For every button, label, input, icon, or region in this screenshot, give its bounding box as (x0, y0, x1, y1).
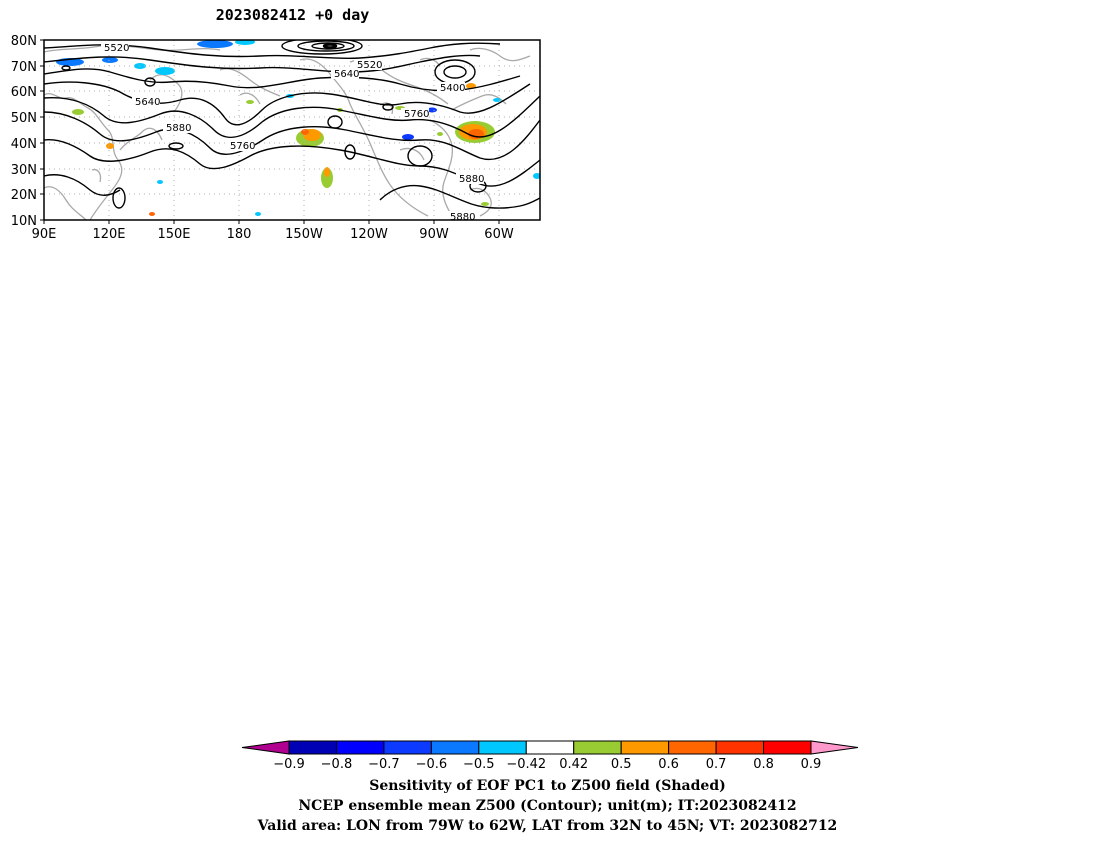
lon-tick-label: 180 (227, 227, 252, 242)
colorbar-tick-label: −0.5 (463, 757, 495, 772)
contour-label: 5760 (230, 141, 255, 152)
negative-sensitivity-patches (56, 40, 540, 216)
lon-tick-label: 150E (157, 227, 190, 242)
lon-tick-label: 120W (350, 227, 388, 242)
positive-sensitivity-patches (72, 83, 495, 216)
colorbar-box (668, 740, 717, 755)
map-frame (43, 39, 541, 221)
colorbar-boxes (241, 740, 859, 755)
colorbar-tick-label: 0.5 (611, 757, 632, 772)
latitude-axis: 80N 70N 60N 50N 40N 30N 20N 10N (11, 34, 37, 229)
lat-tick-label: 20N (11, 188, 37, 203)
colorbar-tick-label: 0.9 (801, 757, 822, 772)
colorbar-tick-label: −0.42 (506, 757, 546, 772)
contour-label: 5640 (334, 69, 359, 80)
contour-label: 5880 (166, 123, 191, 134)
colorbar-box (620, 740, 670, 755)
colorbar-box (525, 740, 575, 755)
colorbar-tick-labels: −0.9 −0.8 −0.7 −0.6 −0.5 −0.42 0.42 0.5 0.6 0.7 0.… (273, 757, 821, 772)
lat-tick-label: 40N (11, 137, 37, 152)
colorbar-tick-label: −0.7 (368, 757, 400, 772)
lon-tick-label: 120E (92, 227, 125, 242)
colorbar-box (335, 740, 385, 755)
lat-tick-label: 60N (11, 85, 37, 100)
colorbar-tick-label: 0.8 (753, 757, 774, 772)
colorbar-box (715, 740, 765, 755)
colorbar-tick-label: −0.8 (321, 757, 353, 772)
lon-tick-label: 90E (32, 227, 57, 242)
contour-label: 5880 (450, 212, 475, 223)
axis-ticks (40, 39, 500, 224)
lon-tick-label: 90W (419, 227, 449, 242)
colorbar-box (288, 740, 337, 755)
lat-tick-label: 30N (11, 163, 37, 178)
longitude-axis: 90E 120E 150E 180 150W 120W 90W 60W (32, 227, 514, 242)
lon-tick-label: 150W (285, 227, 323, 242)
caption-line-1: Sensitivity of EOF PC1 to Z500 field (Sh… (369, 778, 726, 794)
lat-tick-label: 80N (11, 34, 37, 49)
colorbar-tick-label: −0.9 (273, 757, 305, 772)
contour-label: 5520 (104, 43, 129, 54)
sensitivity-shading (56, 40, 540, 216)
colorbar-tick-label: 0.6 (658, 757, 679, 772)
z500-sensitivity-map: 5520 5520 5640 5640 5400 5760 5880 5760 … (11, 34, 541, 242)
lon-tick-label: 60W (484, 227, 514, 242)
colorbar-box (430, 740, 480, 755)
lat-tick-label: 50N (11, 111, 37, 126)
colorbar-box (478, 740, 527, 755)
contour-label: 5520 (357, 60, 382, 71)
colorbar-box (383, 740, 432, 755)
contour-label: 5760 (404, 109, 429, 120)
colorbar-tick-label: 0.42 (559, 757, 588, 772)
caption: Sensitivity of EOF PC1 to Z500 field (Sh… (0, 776, 1095, 836)
lat-tick-label: 10N (11, 214, 37, 229)
colorbar-low-extension (241, 740, 290, 755)
colorbar-high-extension (810, 740, 859, 755)
contour-label: 5640 (135, 97, 160, 108)
caption-line-3: Valid area: LON from 79W to 62W, LAT fro… (257, 818, 838, 834)
contour-labels: 5520 5520 5640 5640 5400 5760 5880 5760 … (101, 42, 484, 223)
colorbar-box (763, 740, 812, 755)
colorbar-tick-label: −0.6 (416, 757, 448, 772)
caption-line-2: NCEP ensemble mean Z500 (Contour); unit(… (298, 798, 797, 814)
lat-tick-label: 70N (11, 60, 37, 75)
contour-label: 5400 (440, 83, 465, 94)
colorbar-box (573, 740, 622, 755)
contour-label: 5880 (459, 174, 484, 185)
colorbar-tick-label: 0.7 (706, 757, 727, 772)
map-title: 2023082412 +0 day (215, 6, 370, 24)
